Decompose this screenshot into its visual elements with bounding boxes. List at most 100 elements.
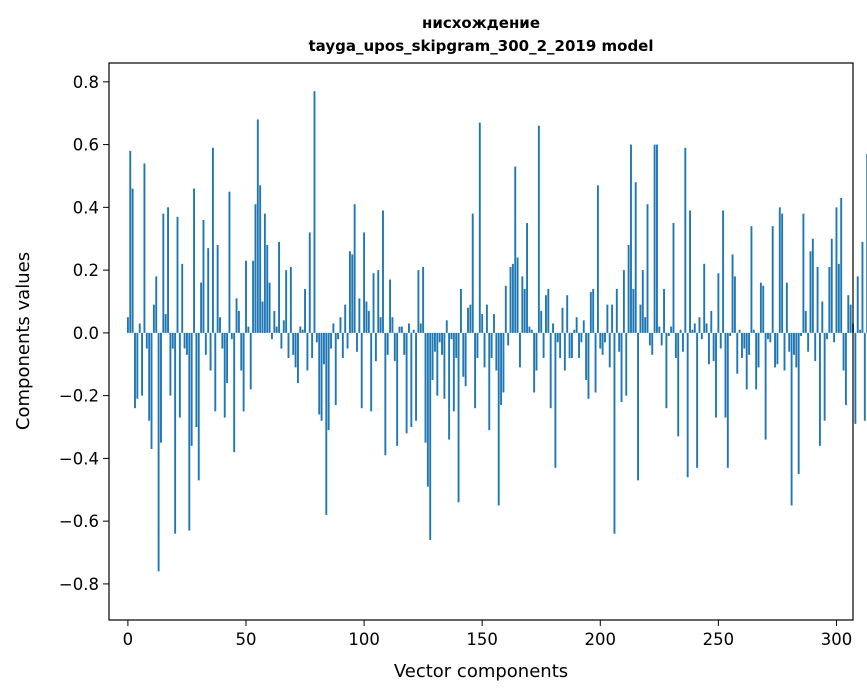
bar-244 <box>703 263 706 333</box>
bar-234 <box>679 329 682 333</box>
bar-252 <box>722 210 725 333</box>
bar-189 <box>573 329 576 333</box>
bar-62 <box>273 310 276 333</box>
plot-frame <box>108 62 854 621</box>
bar-51 <box>247 326 250 333</box>
bar-32 <box>202 219 205 333</box>
bar-126 <box>424 332 427 443</box>
bar-237 <box>686 332 689 478</box>
bar-230 <box>670 326 673 333</box>
bar-124 <box>419 323 422 333</box>
bar-294 <box>821 301 824 333</box>
bar-304 <box>844 332 847 406</box>
bar-232 <box>674 332 677 358</box>
bar-42 <box>226 332 229 384</box>
bar-104 <box>372 273 375 333</box>
bar-52 <box>249 332 252 390</box>
bar-56 <box>259 185 262 333</box>
chart-title-line2: tayga_upos_skipgram_300_2_2019 model <box>309 37 654 55</box>
bar-68 <box>287 332 290 358</box>
bar-154 <box>490 332 493 358</box>
bar-195 <box>587 332 590 399</box>
bar-89 <box>337 332 340 340</box>
bar-149 <box>478 122 481 333</box>
bar-245 <box>705 323 708 333</box>
bar-38 <box>216 245 219 333</box>
bar-175 <box>540 310 543 333</box>
bar-216 <box>637 332 640 481</box>
bar-28 <box>193 188 195 333</box>
bar-152 <box>485 304 488 333</box>
bar-180 <box>552 323 554 333</box>
bar-112 <box>391 317 394 333</box>
bar-201 <box>601 332 604 355</box>
bar-172 <box>533 332 536 393</box>
bar-138 <box>452 332 455 412</box>
x-axis-ticks: 0 50 100 150 200 250 300 <box>123 620 852 649</box>
bar-76 <box>306 332 309 371</box>
bar-135 <box>445 320 448 333</box>
y-tick-label: 0.2 <box>73 261 99 280</box>
bar-308 <box>854 332 857 424</box>
bar-108 <box>382 210 384 333</box>
bar-306 <box>849 304 852 333</box>
bar-0 <box>126 317 129 333</box>
bar-35 <box>209 332 212 371</box>
bar-258 <box>736 332 739 374</box>
bar-140 <box>457 332 460 503</box>
bar-269 <box>762 285 765 333</box>
bar-253 <box>724 332 727 418</box>
bar-111 <box>389 279 392 333</box>
y-tick-label: −0.8 <box>59 575 99 594</box>
bar-173 <box>535 332 538 371</box>
bar-122 <box>415 332 417 421</box>
bar-23 <box>181 263 184 333</box>
bar-218 <box>641 270 644 333</box>
bar-243 <box>700 332 703 340</box>
bar-184 <box>561 307 564 333</box>
bar-273 <box>771 226 774 333</box>
bar-267 <box>757 332 760 368</box>
bar-296 <box>826 332 828 340</box>
bar-301 <box>837 263 840 333</box>
bar-183 <box>559 332 562 358</box>
bar-66 <box>282 320 285 333</box>
bar-15 <box>162 213 165 333</box>
bar-33 <box>204 332 207 355</box>
bar-96 <box>353 204 356 333</box>
bar-168 <box>523 288 526 333</box>
bar-255 <box>729 332 732 337</box>
bar-148 <box>476 332 479 358</box>
bar-37 <box>214 332 217 412</box>
bar-10 <box>150 332 153 449</box>
y-axis-label: Components values <box>13 252 34 430</box>
bar-158 <box>500 332 503 406</box>
bar-212 <box>627 245 630 333</box>
bar-202 <box>604 332 606 343</box>
bar-257 <box>733 276 736 333</box>
bar-198 <box>594 332 597 393</box>
bar-293 <box>818 332 821 446</box>
bar-3 <box>134 332 136 409</box>
x-tick-label: 200 <box>585 630 617 649</box>
bar-204 <box>608 332 611 368</box>
bar-127 <box>426 332 429 487</box>
bar-275 <box>776 332 779 365</box>
bar-214 <box>632 288 635 333</box>
bar-295 <box>823 332 826 421</box>
bar-190 <box>575 317 578 333</box>
bar-118 <box>405 332 408 434</box>
bar-141 <box>459 288 462 333</box>
bar-100 <box>363 232 366 333</box>
bar-130 <box>434 332 436 352</box>
bar-248 <box>712 332 715 362</box>
bar-103 <box>370 332 373 412</box>
bar-292 <box>816 266 819 333</box>
bar-264 <box>750 226 753 333</box>
bar-1 <box>129 150 132 333</box>
bar-80 <box>315 332 318 343</box>
bar-98 <box>358 298 361 333</box>
bar-44 <box>230 332 233 340</box>
bar-224 <box>656 144 658 333</box>
bar-309 <box>856 276 859 333</box>
